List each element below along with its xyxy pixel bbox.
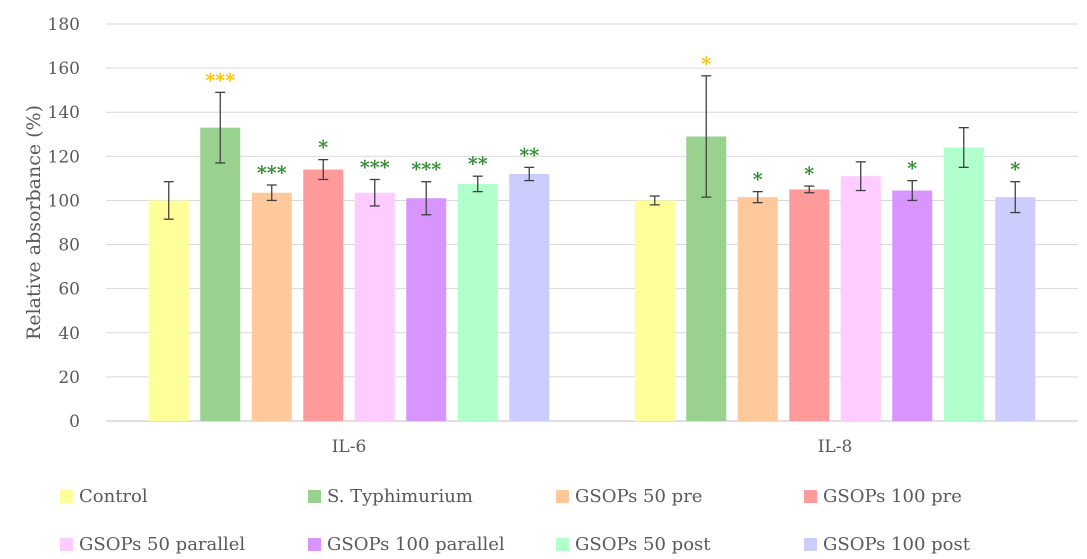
significance-marker: * [804, 163, 814, 185]
bar [892, 190, 933, 421]
y-tick-label: 20 [58, 368, 80, 388]
legend-label: GSOPs 50 pre [575, 485, 703, 507]
bar [840, 176, 881, 421]
y-axis-label: Relative absorbance (%) [23, 105, 45, 340]
x-category-label: IL-8 [818, 437, 853, 457]
legend-item: Control [60, 484, 148, 508]
legend-swatch [308, 489, 321, 503]
bar [354, 192, 395, 421]
significance-marker: *** [411, 159, 441, 181]
significance-marker: *** [360, 156, 390, 178]
bar [457, 183, 498, 421]
y-tick-label: 100 [48, 191, 80, 211]
legend-swatch [308, 537, 321, 551]
bar [789, 189, 830, 421]
significance-marker: * [318, 137, 328, 159]
y-tick-label: 80 [58, 236, 80, 256]
y-tick-label: 180 [48, 15, 80, 35]
bar [509, 173, 550, 421]
legend-swatch [556, 537, 569, 551]
legend-label: GSOPs 100 parallel [327, 533, 505, 555]
error-bars [163, 75, 1021, 220]
significance-marker: *** [257, 162, 287, 184]
significance-marker: * [1010, 159, 1020, 181]
legend-swatch [556, 489, 569, 503]
bar [737, 197, 778, 421]
significance-marker: * [753, 169, 763, 191]
legend-label: Control [79, 485, 148, 507]
bar [406, 198, 447, 421]
y-axis-ticks: 0 20 40 60 80 100 120 140 160 180 [48, 15, 80, 432]
y-tick-label: 140 [48, 103, 80, 123]
bar [995, 197, 1036, 421]
legend-item: GSOPs 100 parallel [308, 532, 505, 556]
legend-item: GSOPs 50 parallel [60, 532, 245, 556]
legend-item: S. Typhimurium [308, 484, 473, 508]
legend-label: GSOPs 50 post [575, 533, 711, 555]
y-tick-label: 120 [48, 147, 80, 167]
legend-swatch [804, 537, 817, 551]
legend-label: GSOPs 50 parallel [79, 533, 246, 555]
significance-marker: ** [468, 153, 488, 175]
legend-item: GSOPs 50 pre [556, 484, 702, 508]
bars [148, 127, 1036, 422]
legend-swatch [60, 489, 73, 503]
legend-item: GSOPs 50 post [556, 532, 711, 556]
legend-swatch [804, 489, 817, 503]
legend-swatch [60, 537, 73, 551]
legend-label: S. Typhimurium [327, 485, 473, 507]
y-tick-label: 160 [48, 59, 80, 79]
y-tick-label: 40 [58, 324, 80, 344]
y-tick-label: 0 [69, 412, 80, 432]
x-axis-categories: IL-6 IL-8 [332, 437, 853, 457]
x-category-label: IL-6 [332, 437, 367, 457]
legend-label: GSOPs 100 pre [823, 485, 962, 507]
bar-chart: 0 20 40 60 80 100 120 140 160 180 Relative absorb… [23, 15, 1078, 457]
bar [148, 200, 189, 421]
bar [303, 169, 344, 421]
significance-marker: * [701, 53, 711, 75]
significance-markers: ********** *** ** **** * * * [205, 53, 1020, 191]
bar [634, 200, 675, 421]
legend-label: GSOPs 100 post [823, 533, 970, 555]
legend-item: GSOPs 100 pre [804, 484, 962, 508]
bar [943, 147, 984, 421]
legend-item: GSOPs 100 post [804, 532, 970, 556]
significance-marker: ** [519, 144, 539, 166]
y-tick-label: 60 [58, 280, 80, 300]
significance-marker: *** [205, 69, 235, 91]
bar [200, 127, 241, 422]
bar [251, 192, 292, 421]
significance-marker: * [907, 158, 917, 180]
